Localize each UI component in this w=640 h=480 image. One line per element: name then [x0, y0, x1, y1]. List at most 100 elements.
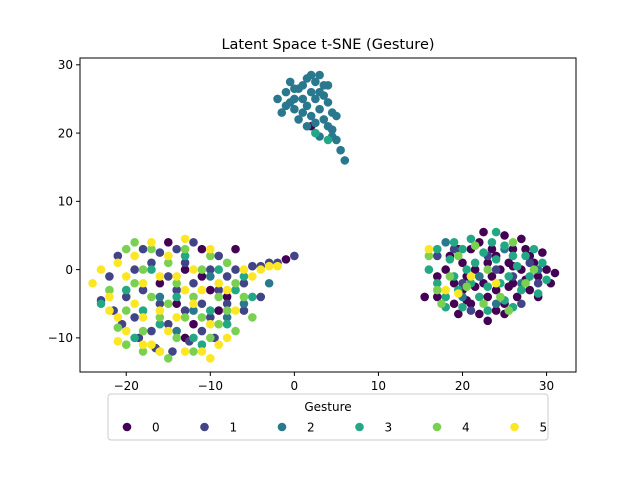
point-gesture-0	[189, 319, 198, 329]
point-gesture-5	[147, 340, 156, 350]
point-gesture-0	[533, 272, 543, 281]
point-gesture-1	[172, 244, 181, 254]
point-gesture-4	[470, 241, 480, 251]
point-gesture-4	[462, 282, 472, 291]
point-gesture-0	[491, 306, 501, 315]
point-gesture-2	[311, 118, 320, 128]
point-gesture-3	[248, 292, 257, 302]
point-gesture-5	[466, 272, 476, 281]
point-gesture-0	[475, 309, 484, 319]
point-gesture-4	[206, 333, 215, 343]
point-gesture-1	[147, 258, 156, 268]
point-gesture-3	[466, 234, 476, 244]
point-gesture-3	[500, 241, 509, 251]
point-gesture-4	[121, 244, 131, 254]
x-tick-label: 0	[291, 379, 299, 393]
point-gesture-5	[155, 272, 165, 281]
point-gesture-0	[504, 282, 514, 291]
point-gesture-5	[197, 285, 207, 295]
point-gesture-1	[533, 278, 543, 288]
point-gesture-3	[197, 340, 207, 350]
point-gesture-0	[487, 272, 497, 281]
point-gesture-5	[180, 234, 190, 244]
legend-marker-4	[432, 422, 442, 432]
point-gesture-5	[222, 333, 232, 343]
point-gesture-2	[298, 81, 308, 90]
point-gesture-0	[550, 268, 560, 278]
point-gesture-4	[483, 265, 493, 274]
point-gesture-4	[121, 340, 131, 350]
legend-label-5: 5	[540, 420, 548, 434]
point-gesture-3	[96, 299, 106, 309]
legend-label-0: 0	[152, 420, 160, 434]
legend-label-4: 4	[462, 420, 470, 434]
point-gesture-5	[130, 299, 139, 309]
point-gesture-1	[197, 299, 207, 309]
point-gesture-0	[432, 272, 442, 281]
point-gesture-2	[206, 272, 215, 281]
point-gesture-2	[155, 292, 165, 302]
y-tick-label: −10	[48, 331, 73, 345]
point-gesture-4	[180, 313, 190, 322]
point-gesture-2	[222, 313, 232, 322]
point-gesture-3	[529, 244, 539, 254]
point-gesture-4	[445, 272, 455, 281]
y-tick-label: 10	[58, 195, 73, 209]
point-gesture-2	[319, 91, 329, 100]
x-tick-label: 20	[455, 379, 470, 393]
point-gesture-4	[432, 285, 442, 295]
point-gesture-2	[277, 108, 287, 117]
point-gesture-0	[214, 306, 224, 315]
point-gesture-5	[96, 265, 106, 274]
point-gesture-1	[155, 299, 165, 309]
point-gesture-4	[138, 265, 148, 274]
point-gesture-5	[163, 251, 173, 261]
point-gesture-4	[138, 326, 148, 336]
point-gesture-5	[189, 265, 198, 274]
point-gesture-3	[525, 272, 535, 281]
point-gesture-5	[88, 278, 97, 288]
point-gesture-0	[491, 285, 501, 295]
point-gesture-3	[172, 292, 181, 302]
legend-marker-5	[510, 422, 519, 432]
point-gesture-4	[504, 306, 514, 315]
point-gesture-0	[449, 299, 459, 309]
point-gesture-1	[239, 306, 249, 315]
point-gesture-4	[172, 278, 181, 288]
point-gesture-3	[424, 265, 434, 274]
point-gesture-2	[306, 87, 316, 97]
point-gesture-4	[424, 251, 434, 261]
point-gesture-0	[479, 227, 488, 237]
point-gesture-2	[290, 104, 299, 114]
point-gesture-3	[517, 285, 526, 295]
point-gesture-0	[521, 244, 530, 254]
point-gesture-0	[542, 265, 551, 274]
point-gesture-4	[231, 326, 240, 336]
point-gesture-1	[239, 278, 249, 288]
point-gesture-5	[163, 326, 173, 336]
point-gesture-5	[206, 244, 215, 254]
point-gesture-4	[454, 251, 463, 261]
point-gesture-5	[180, 285, 190, 295]
point-gesture-3	[239, 272, 249, 281]
point-gesture-4	[113, 323, 123, 332]
point-gesture-5	[138, 313, 148, 322]
point-gesture-4	[105, 285, 114, 295]
point-gesture-1	[214, 285, 224, 295]
point-gesture-1	[256, 292, 266, 302]
plot-frame	[79, 57, 577, 373]
point-gesture-0	[281, 255, 291, 264]
point-gesture-1	[163, 272, 173, 281]
point-gesture-1	[105, 272, 114, 281]
point-gesture-1	[517, 299, 526, 309]
point-gesture-0	[508, 244, 518, 254]
point-gesture-1	[189, 278, 198, 288]
x-tick-label: −20	[114, 379, 139, 393]
point-gesture-3	[445, 255, 455, 264]
point-gesture-1	[222, 272, 232, 281]
point-gesture-5	[113, 336, 123, 346]
point-gesture-3	[462, 265, 472, 274]
y-tick-label: 30	[58, 58, 73, 72]
point-gesture-4	[121, 306, 131, 315]
point-gesture-2	[336, 145, 345, 155]
